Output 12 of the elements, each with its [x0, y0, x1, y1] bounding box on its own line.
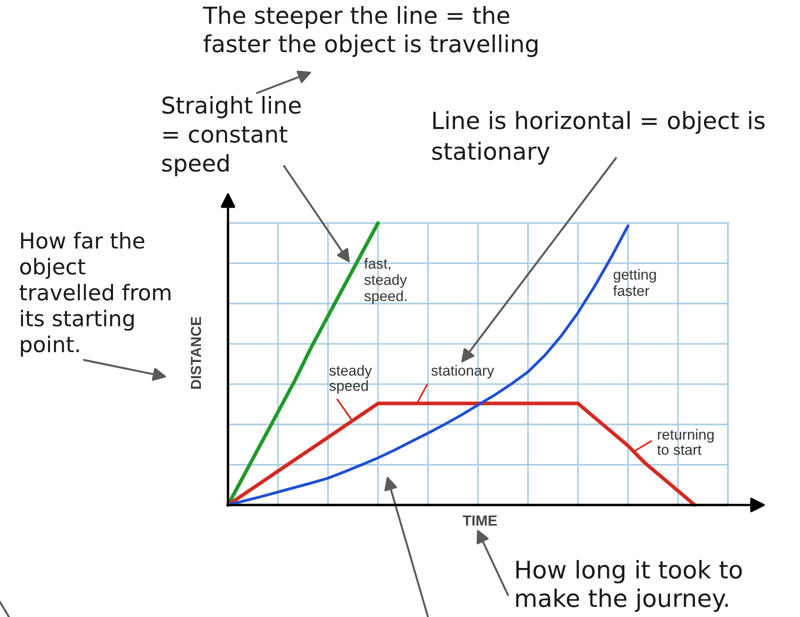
- text: Line is horizontal = object is stationary: [432, 111, 765, 165]
- text: How long it took to make the journey.: [516, 560, 742, 612]
- annotation: steady speed: [329, 365, 372, 394]
- text: The steeper the line = the faster the object is travelling: [202, 6, 538, 58]
- annotation: stationary: [431, 365, 494, 379]
- annotation: returning to start: [657, 429, 714, 455]
- text: Straight line = constant speed: [162, 96, 301, 176]
- series-label: fast, steady speed.: [364, 258, 407, 304]
- y-axis-title: DISTANCE: [190, 316, 202, 389]
- x-axis-title: TIME: [462, 516, 497, 526]
- series-label: getting faster: [613, 269, 656, 296]
- text: How far the object travelled from its starting point.: [20, 232, 170, 357]
